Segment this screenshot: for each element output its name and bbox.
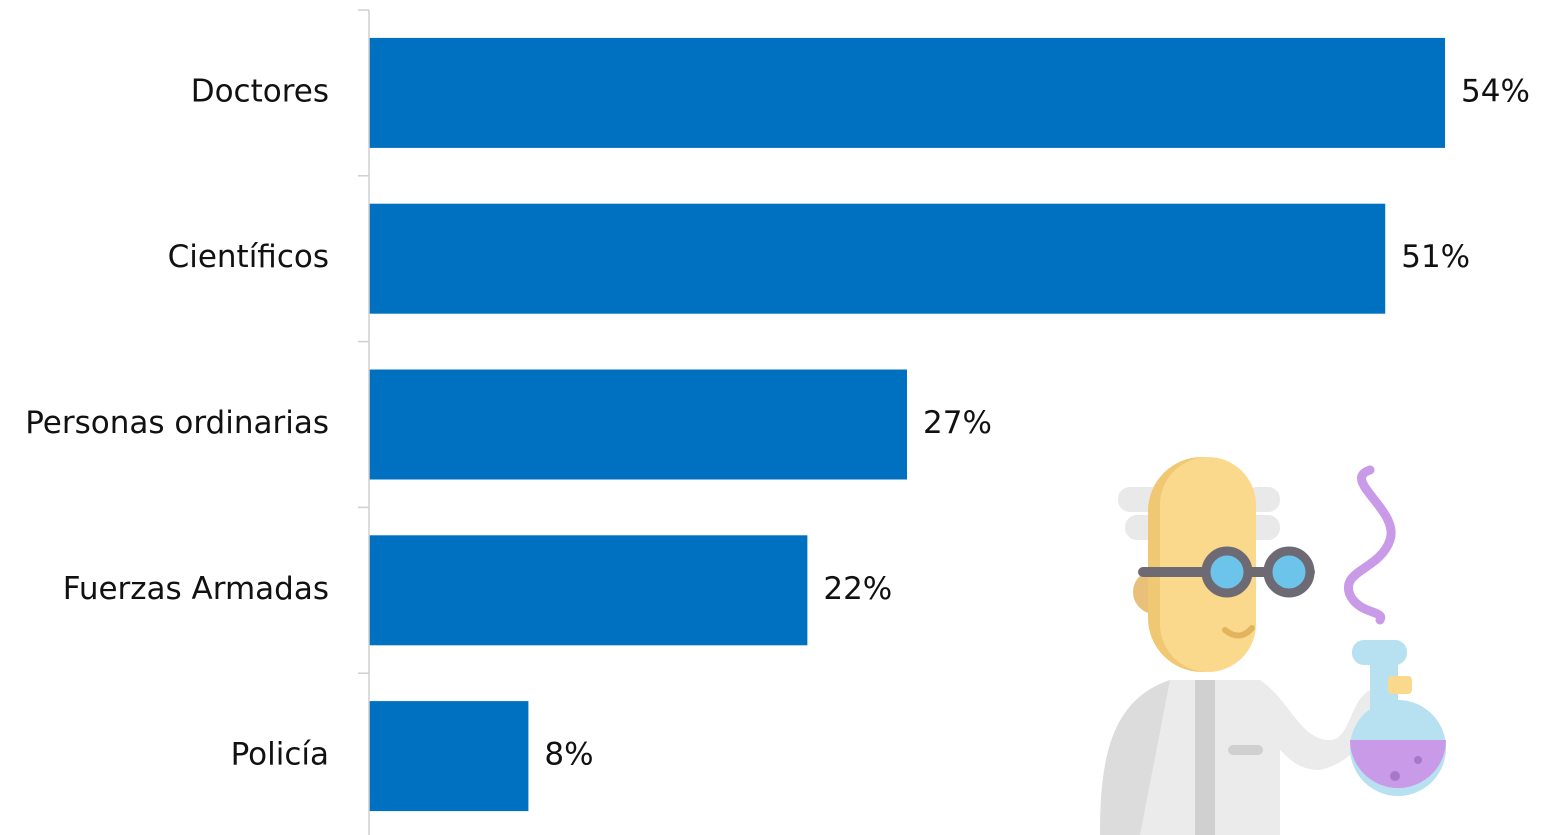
category-label: Fuerzas Armadas [63,571,329,607]
bubble [1390,771,1400,781]
coat-seam [1195,680,1215,835]
flask-lip [1352,640,1407,665]
value-label: 54% [1461,73,1530,109]
value-label: 8% [544,737,593,773]
bar [369,369,907,480]
category-label: Científicos [168,239,329,275]
bubble [1414,756,1422,764]
bar [369,701,529,812]
bar [369,535,808,646]
mouth [1222,625,1255,639]
hand [1388,676,1412,694]
bar [369,37,1445,148]
potion [1350,740,1446,788]
pocket [1228,745,1263,755]
scientist-illustration [1100,457,1446,835]
bar [369,203,1386,314]
coat [1100,680,1380,835]
value-label: 51% [1401,239,1470,275]
category-label: Personas ordinarias [25,405,329,441]
value-label: 27% [923,405,992,441]
value-label: 22% [823,571,892,607]
category-label: Doctores [191,73,329,109]
vapor [1343,465,1396,625]
lens [1263,546,1315,598]
coat-shade [1100,680,1170,835]
category-label: Policía [231,737,329,773]
lens [1201,546,1253,598]
